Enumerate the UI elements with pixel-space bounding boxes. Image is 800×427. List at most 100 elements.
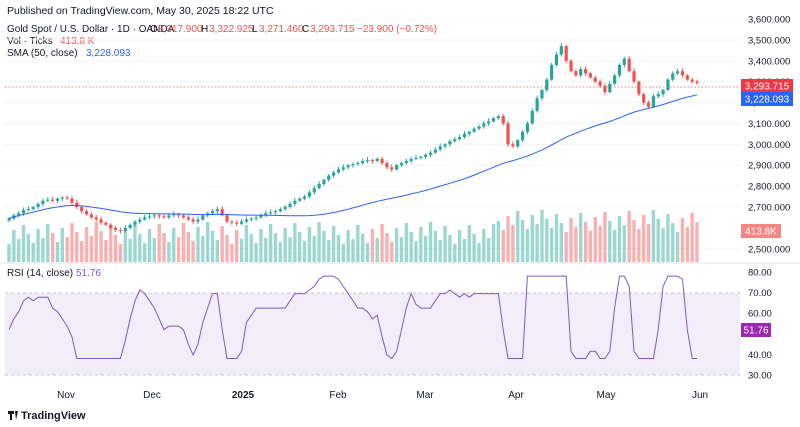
ohlc-o-label: O xyxy=(150,24,158,35)
candle-body xyxy=(346,165,350,168)
volume-bar xyxy=(351,239,355,262)
candle-body xyxy=(676,71,680,74)
ohlc-high: 3,322.925 xyxy=(209,24,254,35)
candle-body xyxy=(89,214,93,218)
volume-bar xyxy=(535,224,539,262)
volume-bar xyxy=(695,222,699,262)
price-tick-label: 3,100.000 xyxy=(748,119,790,130)
ohlc-c-label: C xyxy=(302,24,309,35)
volume-bar xyxy=(564,232,568,262)
volume-bar xyxy=(268,224,273,262)
candle-body xyxy=(302,196,307,199)
volume-bar xyxy=(322,231,326,262)
candle-body xyxy=(651,96,655,107)
sma-badge-text: 3,228.093 xyxy=(745,95,790,106)
volume-bar xyxy=(123,230,127,262)
volume-bar xyxy=(162,233,166,262)
candle-body xyxy=(414,157,418,159)
candle-body xyxy=(443,144,447,147)
candle-body xyxy=(230,221,234,223)
candle-body xyxy=(598,81,602,86)
candle-body xyxy=(516,140,520,147)
rsi-tick-label: 80.00 xyxy=(748,268,772,279)
candle-body xyxy=(84,211,89,215)
volume-bar xyxy=(520,220,525,262)
price-tick-label: 3,000.000 xyxy=(748,140,790,151)
candle-body xyxy=(550,64,554,80)
volume-bar xyxy=(196,227,200,262)
volume-bar xyxy=(128,239,132,262)
candle-body xyxy=(201,215,205,220)
candle-body xyxy=(409,158,413,162)
candle-body xyxy=(559,46,563,55)
candle-body xyxy=(574,71,578,76)
volume-bar xyxy=(530,215,534,262)
candle-body xyxy=(298,198,302,201)
candle-body xyxy=(583,69,588,74)
candle-body xyxy=(167,215,171,218)
volume-bar xyxy=(472,234,476,262)
candle-body xyxy=(65,197,69,199)
candle-body xyxy=(235,222,239,224)
volume-bar xyxy=(554,214,559,262)
volume-bar xyxy=(457,230,462,262)
candle-body xyxy=(278,209,282,212)
volume-bar xyxy=(486,238,491,262)
volume-bar xyxy=(109,226,113,262)
candle-body xyxy=(113,227,118,230)
candle-body xyxy=(26,209,30,211)
candle-body xyxy=(41,200,45,204)
volume-bar xyxy=(99,231,103,262)
candle-body xyxy=(462,133,467,138)
candle-body xyxy=(380,158,384,164)
candle-body xyxy=(70,198,74,203)
volume-bar xyxy=(656,219,660,262)
volume-bar xyxy=(680,218,685,262)
price-tick-label: 3,600.000 xyxy=(748,15,790,26)
candle-body xyxy=(128,224,132,228)
volume-bar xyxy=(336,235,341,262)
candle-body xyxy=(133,221,137,225)
volume-bar xyxy=(244,225,249,262)
candle-body xyxy=(288,203,292,207)
candle-body xyxy=(656,94,660,97)
candle-body xyxy=(60,197,64,199)
candle-body xyxy=(424,154,428,157)
volume-bar xyxy=(104,240,108,262)
candle-body xyxy=(17,213,21,216)
candle-body xyxy=(695,81,699,83)
candle-body xyxy=(75,202,79,207)
ohlc-change: −23.900 (−0.72%) xyxy=(357,24,437,35)
candle-body xyxy=(99,219,103,223)
volume-bar xyxy=(385,233,389,262)
candle-body xyxy=(215,209,219,212)
candle-body xyxy=(579,69,583,76)
volume-bar xyxy=(612,230,617,262)
time-tick-label: Jun xyxy=(692,390,708,401)
volume-bar xyxy=(50,233,55,262)
volume-bar xyxy=(264,238,268,262)
volume-bar xyxy=(147,229,152,262)
volume-bar xyxy=(186,232,190,262)
volume-bar xyxy=(525,229,530,262)
candle-body xyxy=(457,137,462,140)
volume-bar xyxy=(341,244,346,262)
rsi-badge xyxy=(741,323,771,337)
candle-body xyxy=(244,219,249,222)
candle-body xyxy=(322,179,326,185)
rsi-tick-label: 60.00 xyxy=(748,309,772,320)
candle-body xyxy=(395,165,399,170)
candle-body xyxy=(487,121,491,124)
volume-bar xyxy=(462,239,467,262)
volume-badge-text: 413.8K xyxy=(745,227,777,238)
candle-body xyxy=(428,152,433,155)
volume-bar xyxy=(467,225,471,262)
volume-bar xyxy=(70,223,74,262)
candle-body xyxy=(307,192,311,197)
candle-body xyxy=(685,75,689,80)
volume-bar xyxy=(249,234,253,262)
volume-bar xyxy=(225,235,229,262)
candle-body xyxy=(147,216,152,218)
volume-bar xyxy=(283,228,287,262)
